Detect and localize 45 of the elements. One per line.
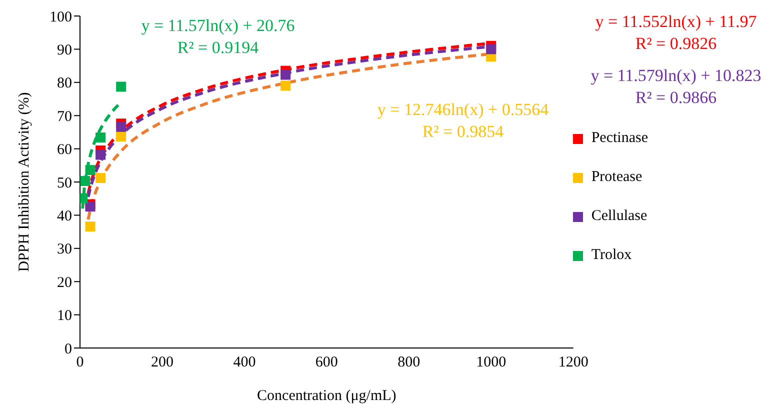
y-tick-label: 40 [57,208,72,225]
y-tick-label: 20 [57,274,72,291]
y-axis-title: DPPH Inhibition Activity (%) [16,92,32,272]
text: R² = 0.9826 [634,34,718,54]
annotation: y = 12.746ln(x) + 0.5564 [376,100,550,120]
text: y = 11.579ln(x) + 10.823 [590,66,762,86]
point [280,70,291,80]
point [116,82,126,92]
legend-label: Trolox [591,247,632,264]
x-axis-title: Concentration (μg/mL) [257,388,396,404]
point [116,132,126,142]
y-tick-label: 70 [57,108,72,125]
y-tick-label: 100 [50,9,72,26]
y-tick-label: 50 [57,175,72,192]
point [85,221,96,232]
point [85,202,96,212]
x-tick-label: 0 [76,354,84,371]
text: R² = 0.9866 [634,88,718,108]
y-tick-label: 60 [57,142,72,158]
point [116,122,126,132]
x-tick-label: 800 [398,354,420,371]
annotation: R² = 0.9854 [421,122,505,142]
y-tick-label: 80 [57,76,72,92]
point [80,176,90,186]
point [96,173,106,184]
x-tick-label: 1200 [558,354,588,371]
y-tick-label: 0 [64,341,72,358]
point [96,150,106,160]
point [96,132,106,143]
annotation: R² = 0.9194 [176,38,260,58]
text: y = 11.552ln(x) + 11.97 [594,12,758,32]
y-tick-label: 30 [57,242,72,258]
x-tick-label: 400 [233,354,256,371]
annotation: y = 11.57ln(x) + 20.76 [140,16,296,36]
y-tick-label: 90 [57,42,72,59]
x-tick-label: 1000 [476,354,506,371]
point [280,80,291,91]
x-tick-label: 600 [315,354,338,371]
legend-label: Pectinase [591,130,648,147]
y-tick-label: 10 [57,308,72,324]
point [85,165,96,176]
legend-label: Cellulase [591,208,648,225]
point [486,44,496,54]
legend-label: Protease [591,169,642,186]
x-tick-label: 200 [150,354,174,371]
